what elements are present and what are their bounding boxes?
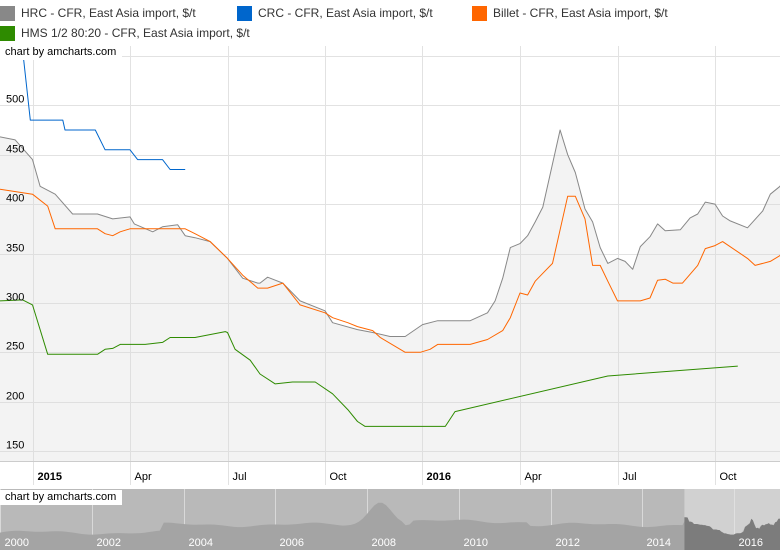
navigator-year-label: 2010 bbox=[464, 537, 488, 549]
navigator-year-label: 2008 bbox=[372, 537, 396, 549]
credit-bottom[interactable]: chart by amcharts.com bbox=[0, 490, 123, 505]
navigator-year-label: 2004 bbox=[189, 537, 213, 549]
x-tick-label: 2015 bbox=[38, 471, 62, 483]
x-tick-label: Oct bbox=[720, 471, 737, 483]
navigator-area bbox=[0, 502, 780, 550]
series-line-3[interactable] bbox=[0, 299, 738, 427]
navigator-year-label: 2014 bbox=[647, 537, 671, 549]
y-tick-label: 150 bbox=[6, 440, 24, 452]
legend-label-crc: CRC - CFR, East Asia import, $/t bbox=[258, 6, 433, 20]
series-line-2[interactable] bbox=[0, 188, 780, 353]
vertical-grid bbox=[33, 46, 716, 485]
legend: HRC - CFR, East Asia import, $/t CRC - C… bbox=[0, 0, 780, 46]
legend-label-hrc: HRC - CFR, East Asia import, $/t bbox=[21, 6, 196, 20]
x-tick-label: Apr bbox=[135, 471, 152, 483]
legend-label-billet: Billet - CFR, East Asia import, $/t bbox=[493, 6, 668, 20]
y-tick-label: 450 bbox=[6, 144, 24, 156]
scrollbar-navigator[interactable]: 2000 2002 2004 2006 2008 2010 2012 2014 2016 bbox=[0, 489, 780, 550]
navigator-year-label: 2012 bbox=[556, 537, 580, 549]
series-line-0[interactable] bbox=[0, 117, 780, 337]
y-axis-labels: 150200250300350400450500550 bbox=[6, 45, 24, 452]
legend-swatch-hms bbox=[0, 26, 15, 41]
legend-swatch-hrc bbox=[0, 6, 15, 21]
series-line-layer bbox=[0, 50, 780, 427]
x-axis-labels: 2015 Apr Jul Oct 2016 Apr Jul Oct bbox=[38, 471, 737, 483]
navigator-year-label: 2000 bbox=[5, 537, 29, 549]
y-tick-label: 350 bbox=[6, 243, 24, 255]
series-fill-layer bbox=[0, 130, 780, 461]
x-tick-label: 2016 bbox=[427, 471, 451, 483]
navigator-year-label: 2002 bbox=[97, 537, 121, 549]
x-tick-label: Apr bbox=[525, 471, 542, 483]
y-tick-label: 400 bbox=[6, 193, 24, 205]
x-tick-label: Jul bbox=[233, 471, 247, 483]
y-tick-label: 500 bbox=[6, 94, 24, 106]
y-tick-label: 300 bbox=[6, 292, 24, 304]
x-tick-label: Oct bbox=[330, 471, 347, 483]
credit-top[interactable]: chart by amcharts.com bbox=[0, 45, 123, 60]
navigator-selected-area bbox=[684, 517, 780, 550]
series-line-1[interactable] bbox=[0, 50, 186, 170]
y-tick-label: 250 bbox=[6, 341, 24, 353]
legend-label-hms: HMS 1/2 80:20 - CFR, East Asia import, $… bbox=[21, 26, 250, 40]
horizontal-grid bbox=[0, 56, 780, 452]
navigator-labels: 2000 2002 2004 2006 2008 2010 2012 2014 2016 bbox=[5, 537, 763, 549]
navigator-year-label: 2006 bbox=[280, 537, 304, 549]
y-tick-label: 200 bbox=[6, 391, 24, 403]
navigator-year-label: 2016 bbox=[739, 537, 763, 549]
legend-swatch-billet bbox=[472, 6, 487, 21]
series-area-0 bbox=[0, 130, 780, 461]
legend-swatch-crc bbox=[237, 6, 252, 21]
x-tick-label: Jul bbox=[623, 471, 637, 483]
